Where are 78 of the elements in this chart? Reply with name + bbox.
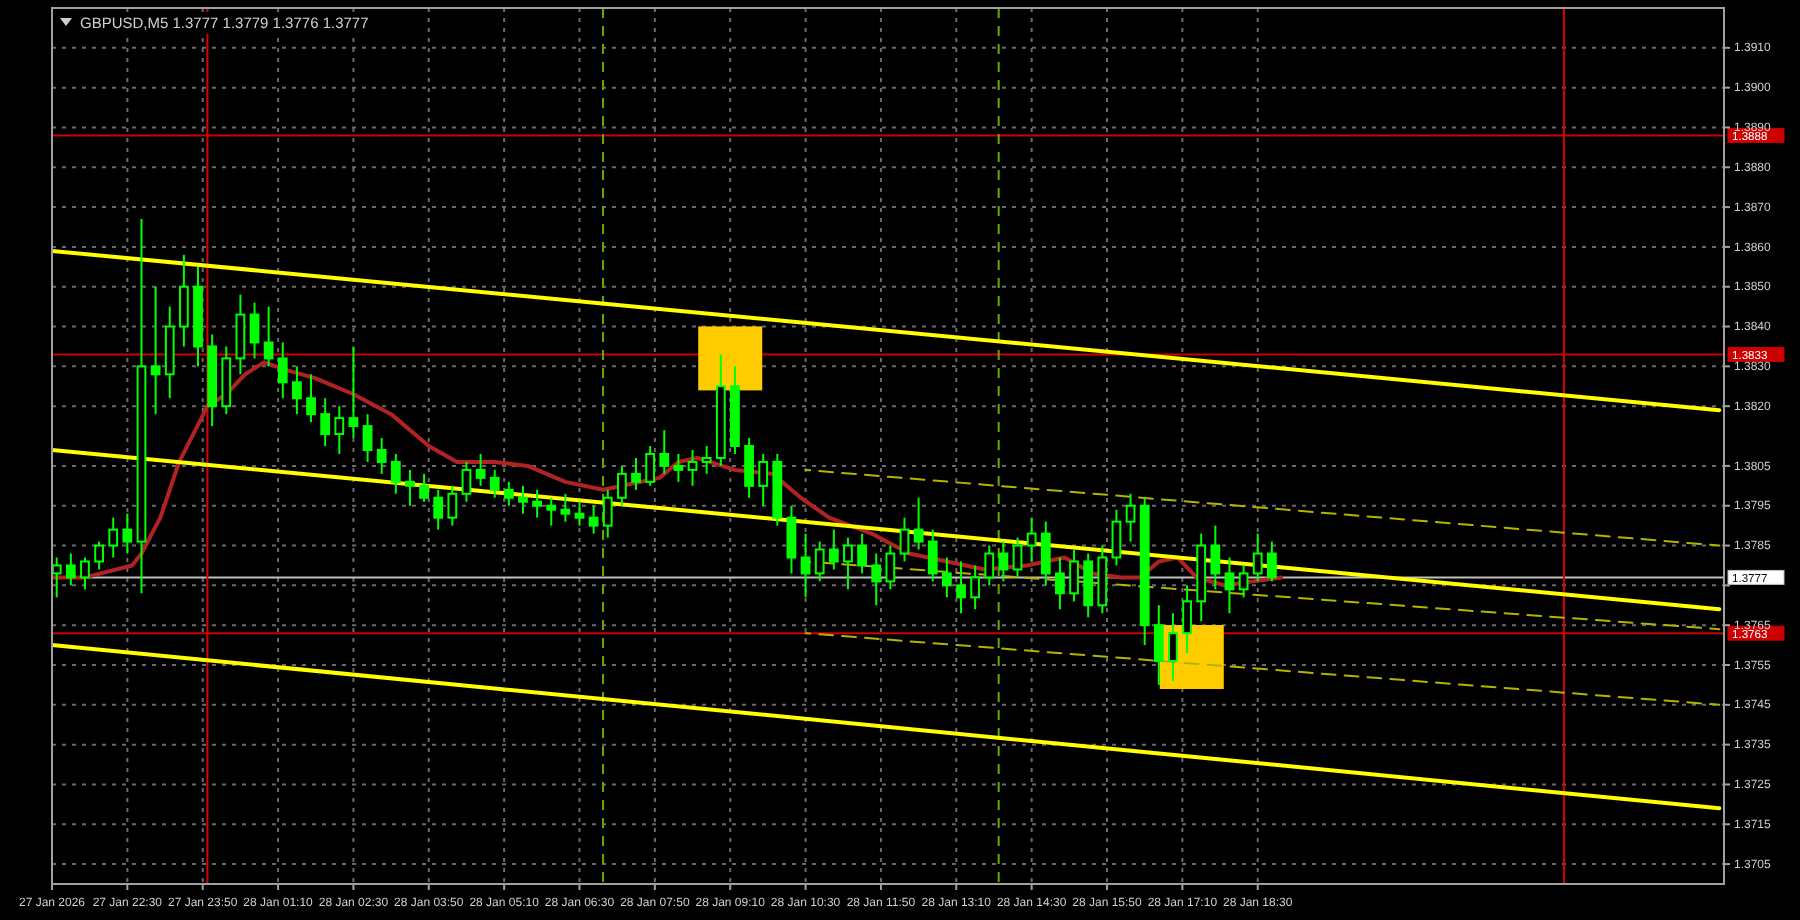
candlestick <box>235 293 246 376</box>
candlestick <box>164 305 175 400</box>
candlestick <box>1252 532 1263 583</box>
candlestick <box>673 452 684 483</box>
candlestick <box>1069 548 1079 603</box>
candlestick <box>1168 612 1178 682</box>
candlestick <box>348 345 359 440</box>
candlestick <box>941 556 952 599</box>
candlestick <box>1012 536 1023 579</box>
candlestick <box>645 445 656 487</box>
candlestick <box>65 552 76 587</box>
candlestick <box>617 464 627 507</box>
candlestick <box>814 540 825 583</box>
candlestick <box>744 437 754 499</box>
candlestick <box>1182 584 1192 655</box>
candlestick <box>758 452 769 507</box>
candlestick <box>80 556 90 591</box>
candlestick <box>885 544 896 591</box>
candlestick <box>1125 492 1136 543</box>
candlestick <box>984 544 995 587</box>
candlestick <box>52 556 62 599</box>
candlestick <box>433 488 444 531</box>
candlestick <box>588 504 599 535</box>
candlestick <box>221 345 232 416</box>
candlestick <box>843 536 853 591</box>
candlestick <box>503 480 514 507</box>
candlestick <box>800 532 811 599</box>
candlestick <box>631 456 641 491</box>
candlestick <box>489 468 500 499</box>
candlestick <box>1238 564 1249 599</box>
candlestick <box>306 373 316 424</box>
candlestick <box>292 365 302 416</box>
candlestick <box>461 460 472 503</box>
candlestick <box>1055 556 1065 611</box>
candlestick <box>927 528 938 583</box>
candlestick <box>574 500 585 527</box>
candlestick <box>150 285 161 416</box>
candlestick <box>956 560 966 615</box>
candlestick <box>1266 540 1277 583</box>
candlestick <box>1111 508 1122 567</box>
candlestick <box>828 528 839 571</box>
candlestick <box>263 305 274 368</box>
candlestick <box>362 413 373 463</box>
candlestick <box>871 552 882 607</box>
candlestick <box>1224 556 1235 615</box>
candlestick <box>701 445 712 475</box>
candlestick <box>659 429 670 475</box>
candlestick <box>518 484 528 515</box>
candlestick <box>687 448 698 487</box>
candlestick <box>1097 544 1108 615</box>
candlestick <box>376 437 387 475</box>
candlestick <box>913 496 924 551</box>
candlestick <box>108 516 119 559</box>
candlestick <box>334 405 345 455</box>
candlestick <box>532 488 542 519</box>
candlestick <box>447 484 458 527</box>
candlestick <box>475 452 486 487</box>
candlestick <box>277 341 288 400</box>
candlestick <box>94 540 104 571</box>
candlestick <box>786 504 797 575</box>
candlestick <box>857 532 867 575</box>
candlestick <box>419 472 429 503</box>
candlestick <box>122 512 133 555</box>
candlestick <box>178 253 189 348</box>
candlestick <box>546 496 557 527</box>
candlestick <box>1153 604 1164 686</box>
candlestick <box>1210 524 1221 591</box>
candlestick <box>249 301 260 360</box>
candlestick <box>1040 520 1051 587</box>
candlestick <box>1026 516 1037 563</box>
candlestick <box>390 452 401 495</box>
candlestick <box>602 488 613 539</box>
candlestick <box>405 468 415 507</box>
candlestick <box>1083 552 1094 619</box>
candlestick <box>899 516 910 563</box>
candlestick <box>970 564 981 611</box>
candlestick <box>560 492 571 523</box>
candlestick <box>320 397 331 447</box>
